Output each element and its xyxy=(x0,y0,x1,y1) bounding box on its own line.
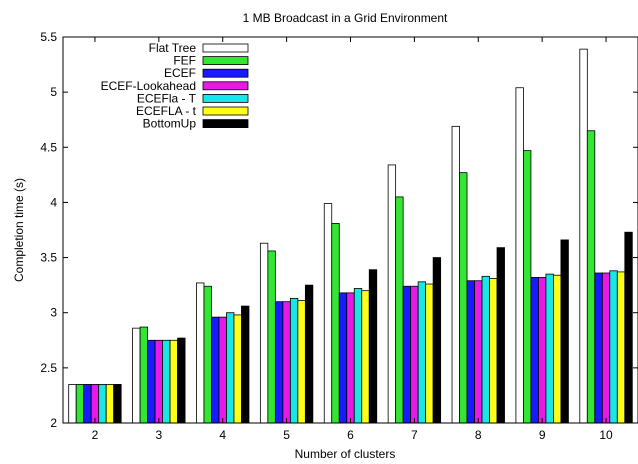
legend-label: ECEFLA - t xyxy=(136,104,197,118)
bar xyxy=(451,125,460,424)
bar xyxy=(387,164,397,424)
bar xyxy=(530,277,539,424)
bar xyxy=(218,316,227,424)
x-axis-label: Number of clusters xyxy=(295,447,396,461)
bar xyxy=(346,292,355,424)
bar xyxy=(545,273,554,424)
y-tick-label: 4 xyxy=(50,195,57,209)
x-tick-label: 6 xyxy=(347,428,354,442)
bar xyxy=(395,196,404,424)
bar xyxy=(98,383,107,424)
bar xyxy=(259,242,269,424)
x-tick-label: 5 xyxy=(283,428,290,442)
bar xyxy=(489,278,498,424)
bar xyxy=(282,301,291,424)
x-tick-label: 4 xyxy=(219,428,226,442)
bar xyxy=(624,231,633,424)
bar xyxy=(196,282,205,424)
legend-label: ECEF xyxy=(164,66,196,80)
bar xyxy=(162,339,171,424)
bar xyxy=(105,383,115,424)
bar xyxy=(132,327,141,424)
legend-swatch xyxy=(202,56,249,65)
bar xyxy=(68,383,77,424)
bar xyxy=(466,280,475,424)
y-tick-label: 2.5 xyxy=(40,361,57,375)
bar xyxy=(90,383,100,424)
bar xyxy=(211,316,220,424)
bar xyxy=(609,270,618,424)
bar xyxy=(579,48,588,424)
x-tick-label: 7 xyxy=(411,428,418,442)
y-tick-label: 2 xyxy=(50,416,57,430)
chart-title: 1 MB Broadcast in a Grid Environment xyxy=(243,11,448,25)
bar xyxy=(289,297,299,424)
legend-label: ECEFla - T xyxy=(137,91,197,105)
legend-swatch xyxy=(202,43,249,53)
y-tick-label: 5.5 xyxy=(40,30,57,44)
y-tick-label: 3.5 xyxy=(40,251,57,265)
bar xyxy=(113,383,122,424)
bar xyxy=(459,172,468,424)
bar xyxy=(417,281,427,424)
bar xyxy=(203,285,212,424)
bar xyxy=(481,275,490,424)
bar xyxy=(226,312,235,424)
x-tick-label: 9 xyxy=(539,428,546,442)
bar xyxy=(553,274,562,424)
y-tick-label: 3 xyxy=(50,306,57,320)
legend-swatch xyxy=(202,106,249,116)
bar xyxy=(594,272,603,424)
bar xyxy=(560,239,569,424)
legend-swatch xyxy=(202,81,249,91)
bar xyxy=(338,292,348,424)
bar xyxy=(616,271,626,424)
bar xyxy=(425,283,434,424)
bar xyxy=(538,277,547,424)
bar xyxy=(274,301,284,424)
legend-swatch xyxy=(202,119,249,128)
legend-swatch xyxy=(202,68,249,78)
legend-swatch xyxy=(202,94,249,103)
x-tick-label: 3 xyxy=(155,428,162,442)
bar xyxy=(515,87,524,424)
legend-label: FEF xyxy=(173,54,196,68)
bar xyxy=(154,339,163,424)
bar xyxy=(323,203,333,424)
bar xyxy=(496,247,505,424)
legend-label: ECEF-Lookahead xyxy=(101,79,196,93)
bar xyxy=(304,284,314,424)
y-tick-label: 5 xyxy=(50,85,57,99)
x-tick-label: 10 xyxy=(599,428,613,442)
bar xyxy=(523,150,532,424)
bar xyxy=(297,300,306,424)
bar xyxy=(361,290,370,424)
bar xyxy=(147,339,156,424)
bar xyxy=(410,285,419,424)
bar xyxy=(233,314,242,424)
bar xyxy=(83,383,92,424)
bar xyxy=(75,383,85,424)
bar xyxy=(267,250,276,424)
legend-label: Flat Tree xyxy=(149,41,197,55)
bar xyxy=(177,337,186,424)
bar xyxy=(586,130,596,424)
bar xyxy=(402,285,412,424)
bar xyxy=(368,269,378,424)
bar xyxy=(241,305,250,424)
x-tick-label: 2 xyxy=(92,428,99,442)
y-tick-label: 4.5 xyxy=(40,140,57,154)
bar xyxy=(331,222,340,424)
x-tick-label: 8 xyxy=(475,428,482,442)
bar xyxy=(474,280,483,424)
legend-label: BottomUp xyxy=(143,117,197,131)
bar xyxy=(169,339,178,424)
y-axis-label: Completion time (s) xyxy=(12,178,26,282)
bar xyxy=(139,326,148,424)
bar xyxy=(353,288,363,424)
bar xyxy=(601,272,611,424)
bar xyxy=(432,257,442,424)
